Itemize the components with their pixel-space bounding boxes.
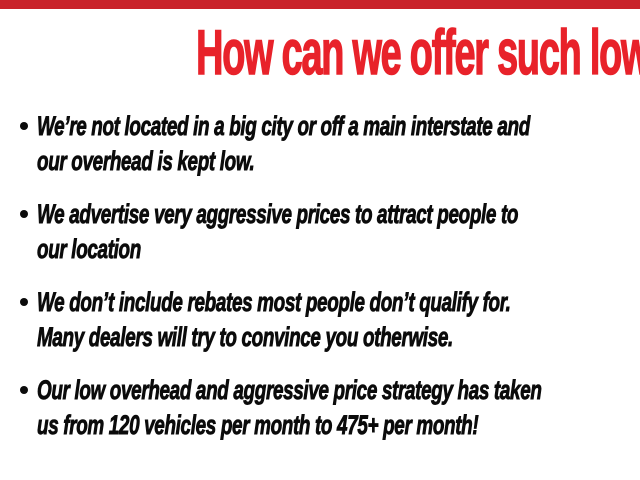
bullet-text-line: We advertise very aggressive prices to a… xyxy=(37,199,519,230)
bullet-text-line: us from 120 vehicles per month to 475+ p… xyxy=(37,410,479,441)
list-item: We don’t include rebates most people don… xyxy=(0,285,640,355)
page-title: How can we offer such low prices? xyxy=(0,18,640,88)
bullet-text-line: our overhead is kept low. xyxy=(37,146,255,177)
list-item: We’re not located in a big city or off a… xyxy=(0,109,640,179)
bullet-list: We’re not located in a big city or off a… xyxy=(0,109,640,461)
list-item: Our low overhead and aggressive price st… xyxy=(0,373,640,443)
bullet-text-line: Many dealers will try to convince you ot… xyxy=(37,322,454,353)
bullet-icon xyxy=(20,210,28,218)
bullet-text-line: our location xyxy=(37,234,142,265)
top-accent-bar xyxy=(0,0,640,9)
bullet-icon xyxy=(20,122,28,130)
list-item: We advertise very aggressive prices to a… xyxy=(0,197,640,267)
bullet-icon xyxy=(20,298,28,306)
bullet-text-line: Our low overhead and aggressive price st… xyxy=(37,375,543,406)
page-title-text: How can we offer such low prices? xyxy=(196,18,640,88)
bullet-icon xyxy=(20,386,28,394)
bullet-text-line: We don’t include rebates most people don… xyxy=(37,287,512,318)
bullet-text-line: We’re not located in a big city or off a… xyxy=(37,111,531,142)
